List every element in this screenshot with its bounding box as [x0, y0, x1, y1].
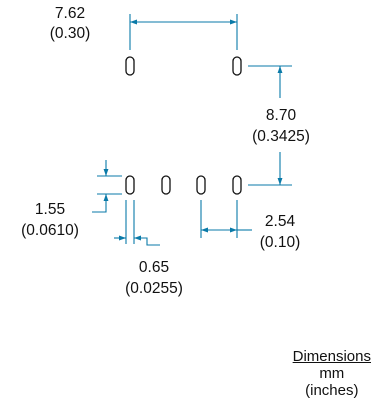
units-legend: Dimensions mm (inches)	[293, 348, 371, 399]
legend-unit: mm	[319, 365, 345, 382]
label-pin-pitch-x-in: (0.30)	[50, 25, 91, 42]
label-pad-length-mm: 1.55	[35, 201, 65, 218]
legend-title: Dimensions	[292, 348, 371, 365]
dim-line-pad-length-lower	[92, 194, 109, 213]
label-row-spacing-mm: 8.70	[266, 107, 297, 124]
pad-top-right	[232, 56, 242, 76]
legend-alt-unit: (inches)	[305, 382, 359, 399]
label-pin-pitch-in: (0.10)	[260, 234, 301, 251]
label-row-spacing-in: (0.3425)	[252, 128, 310, 145]
label-pin-pitch-mm: 2.54	[265, 213, 296, 230]
pad-bottom-4	[232, 175, 242, 195]
label-pad-width-in: (0.0255)	[125, 280, 183, 297]
pad-bottom-1	[125, 175, 135, 195]
pad-bottom-2	[161, 175, 171, 195]
label-pad-length-in: (0.0610)	[21, 222, 79, 239]
label-pin-pitch-x-mm: 7.62	[55, 5, 85, 22]
label-pad-width-mm: 0.65	[139, 259, 169, 276]
pad-bottom-3	[196, 175, 206, 195]
pad-top-left	[125, 56, 135, 76]
dim-line-pad-width-right	[134, 235, 160, 246]
